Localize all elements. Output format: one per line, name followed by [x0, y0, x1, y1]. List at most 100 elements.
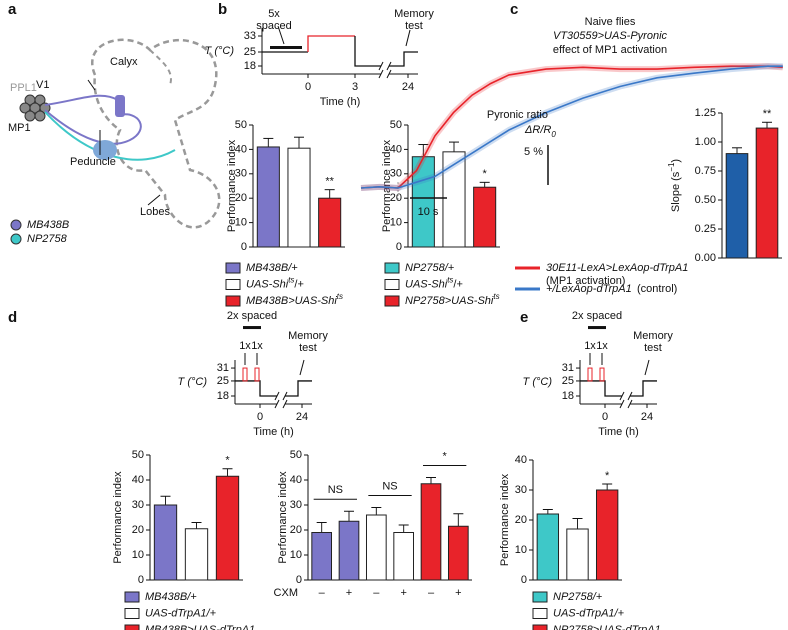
bar: [153, 504, 178, 581]
significance: *: [483, 168, 488, 180]
legend-label: NP2758/+: [405, 262, 455, 274]
bar: [725, 153, 749, 259]
y-tick-label: 10: [290, 549, 302, 561]
line: [299, 359, 305, 376]
bar: [755, 127, 779, 259]
pulse-label: 1x: [584, 340, 596, 352]
text-part: MB438B>UAS-Shi: [246, 295, 337, 307]
sup: ts: [337, 292, 343, 301]
y-tick-label: 30: [235, 168, 247, 180]
temperature-profile: [307, 35, 355, 52]
test-label: Memory: [394, 8, 434, 20]
legend-swatch: [225, 295, 241, 307]
y-tick-label: 0: [521, 574, 527, 586]
legend-dot: [10, 219, 22, 231]
legend-label: NP2758/+: [553, 591, 603, 603]
trace: [360, 65, 783, 189]
sup: ts: [288, 275, 294, 284]
pointer: [87, 79, 96, 91]
line: [277, 25, 285, 45]
legend-swatch: [384, 279, 400, 290]
y-axis-label: Performance index: [499, 473, 511, 566]
panel-label: c: [510, 1, 518, 18]
x-axis-label: Time (h): [320, 96, 361, 108]
bar: [287, 147, 311, 248]
x-tick-label: 24: [641, 411, 653, 423]
y-axis-label: T (°C): [523, 376, 553, 388]
cell: [34, 110, 46, 122]
y-axis-label: T (°C): [205, 45, 235, 57]
y-tick-label: 10: [515, 544, 527, 556]
line: [644, 359, 650, 376]
mp1-axon: [44, 94, 119, 106]
text-part: Slope (s: [670, 171, 682, 212]
y-tick-label: 33: [244, 30, 256, 42]
test-label: test: [405, 20, 423, 32]
v1-region: [115, 95, 125, 117]
sup: −1: [667, 162, 676, 172]
scale-label: 10 s: [418, 206, 439, 218]
y-axis-label: Performance index: [226, 139, 238, 232]
y-tick-label: 20: [390, 192, 402, 204]
cell: [34, 94, 46, 106]
pulse-label: 1x: [596, 340, 608, 352]
y-tick-label: 18: [244, 60, 256, 72]
y-tick-label: 31: [217, 362, 229, 374]
sub: 0: [551, 130, 556, 139]
chart-title: effect of MP1 activation: [553, 44, 667, 56]
legend-label: UAS-dTrpA1/+: [553, 607, 625, 619]
y-tick-label: 0.25: [695, 223, 716, 235]
y-tick-label: 30: [390, 168, 402, 180]
legend-swatch: [225, 279, 241, 290]
legend-label: MB438B>UAS-Shits: [246, 292, 343, 307]
y-axis-label: Performance index: [112, 471, 124, 564]
chart-title: Naive flies: [585, 16, 636, 28]
label: V1: [36, 79, 49, 91]
y-tick-label: 0: [241, 241, 247, 253]
y-tick-label: 0: [138, 574, 144, 586]
sup: ts: [447, 275, 453, 284]
tail: /+: [453, 278, 462, 290]
y-tick-label: 10: [235, 217, 247, 229]
ratio-unit: ΔR/R0: [524, 124, 556, 139]
label: Calyx: [110, 56, 138, 68]
y-tick-label: 20: [515, 514, 527, 526]
y-tick-label: 25: [244, 46, 256, 58]
panel-label: d: [8, 309, 17, 326]
y-tick-label: 20: [290, 524, 302, 536]
y-tick-label: 30: [132, 499, 144, 511]
training-bar: [270, 46, 302, 49]
significance: *: [443, 450, 448, 462]
legend-swatch: [225, 262, 241, 274]
tail: /+: [294, 278, 303, 290]
legend-label: UAS-dTrpA1/+: [145, 607, 217, 619]
x-axis-label: Time (h): [598, 426, 639, 438]
scale-label: 5 %: [524, 146, 543, 158]
label: PPL1: [10, 82, 37, 94]
test-label: Memory: [288, 330, 328, 342]
y-tick-label: 40: [290, 474, 302, 486]
bar: [393, 532, 415, 581]
y-tick-label: 0.00: [695, 252, 716, 264]
mb-outline: [91, 38, 221, 229]
line: [274, 399, 280, 409]
bar: [318, 197, 342, 248]
y-tick-label: 0: [296, 574, 302, 586]
y-tick-label: 0.50: [695, 194, 716, 206]
pulse-label: 1x: [239, 340, 251, 352]
y-tick-label: 10: [390, 217, 402, 229]
text-part: NP2758>UAS-Shi: [405, 295, 494, 307]
x-tick-label: 24: [402, 81, 414, 93]
line: [619, 399, 625, 409]
bar: [420, 483, 442, 581]
legend-swatch: [384, 295, 400, 307]
bar: [566, 528, 589, 581]
legend-swatch: [124, 608, 140, 619]
legend-swatch: [532, 608, 548, 619]
y-tick-label: 25: [217, 375, 229, 387]
training-label: 2x spaced: [572, 310, 622, 322]
x-tick-label: 0: [257, 411, 263, 423]
line: [378, 69, 384, 79]
y-tick-label: 40: [235, 143, 247, 155]
y-tick-label: 30: [290, 499, 302, 511]
